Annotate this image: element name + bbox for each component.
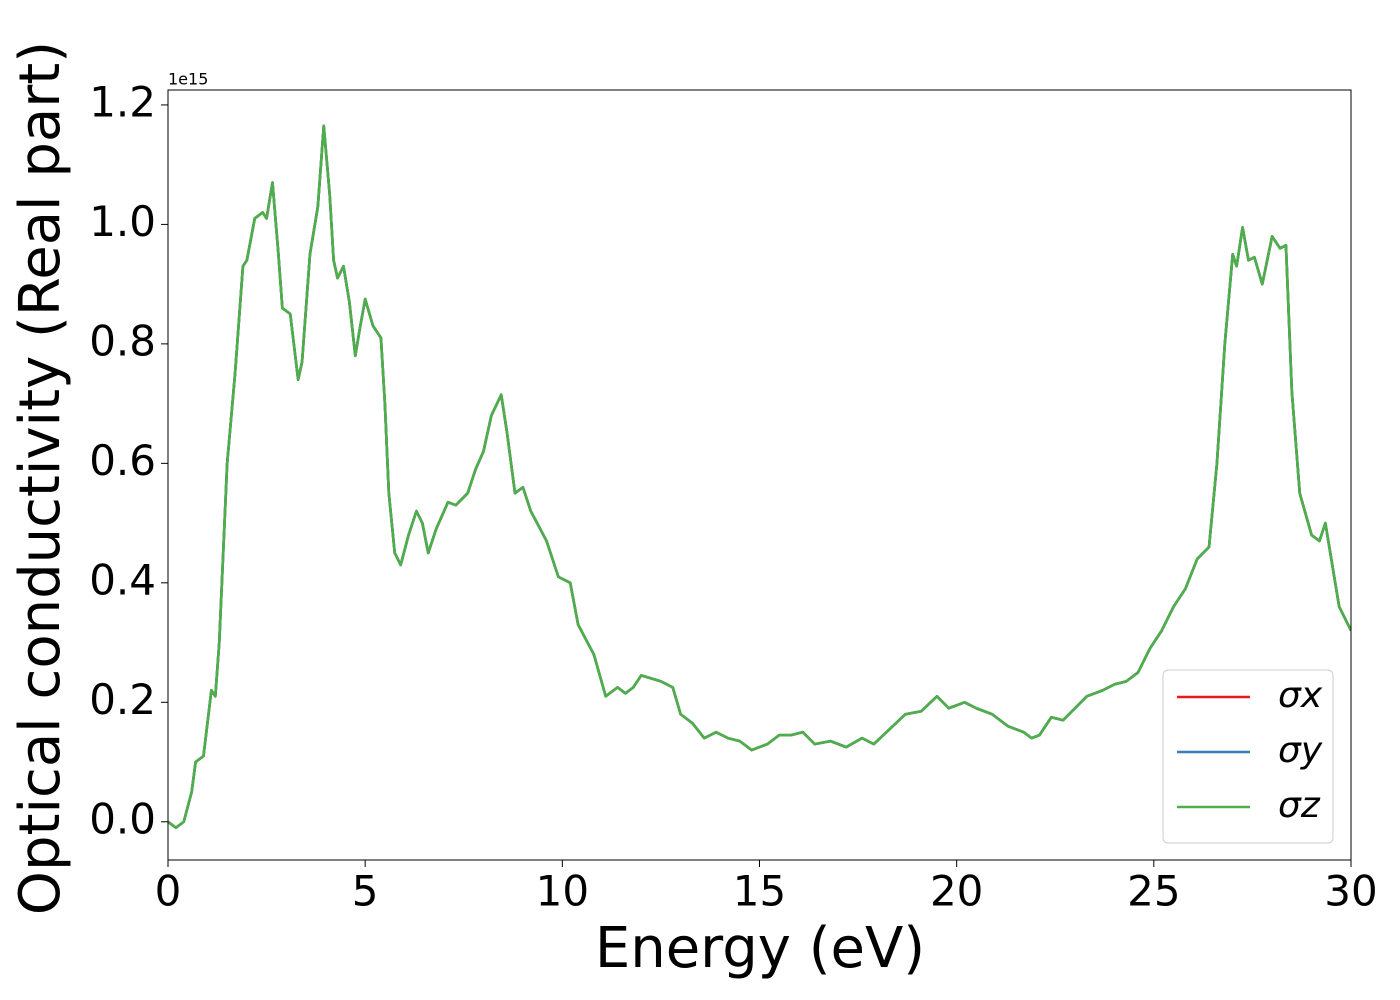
y-tick-label: 0.2	[89, 675, 156, 724]
x-tick-label: 0	[155, 867, 182, 916]
legend-box	[1162, 669, 1334, 844]
x-tick-label: 20	[930, 867, 983, 916]
offset-label: 1e15	[168, 70, 208, 89]
y-tick-label: 0.8	[89, 316, 156, 365]
x-tick-label: 10	[536, 867, 589, 916]
legend-label: σx	[1278, 675, 1323, 716]
y-tick-label: 1.2	[89, 77, 156, 126]
plot-frame	[167, 89, 1352, 861]
y-axis-label: Optical conductivity (Real part)	[8, 41, 73, 915]
x-tick-label: 30	[1324, 867, 1377, 916]
legend-label: σy	[1278, 730, 1323, 771]
data-line	[168, 124, 1351, 830]
y-tick-label: 0.4	[89, 555, 156, 604]
x-axis-label: Energy (eV)	[595, 916, 925, 981]
y-tick-label: 0.0	[89, 794, 156, 843]
x-tick-label: 15	[733, 867, 786, 916]
x-tick-label: 5	[352, 867, 379, 916]
y-tick-label: 0.6	[89, 436, 156, 485]
y-tick-label: 1.0	[89, 197, 156, 246]
legend-label: σz	[1278, 785, 1321, 826]
x-tick-label: 25	[1127, 867, 1180, 916]
